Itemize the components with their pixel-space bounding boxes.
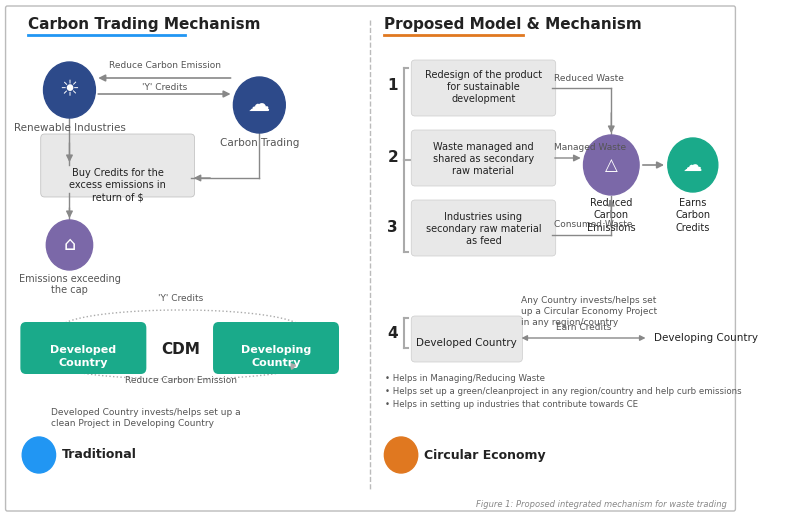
Text: the cap: the cap bbox=[51, 285, 88, 295]
Text: Developing
Country: Developing Country bbox=[241, 345, 311, 368]
Text: ⌂: ⌂ bbox=[63, 236, 76, 254]
Text: as feed: as feed bbox=[466, 236, 502, 246]
Text: 2: 2 bbox=[387, 150, 398, 165]
Text: Emissions exceeding: Emissions exceeding bbox=[18, 274, 121, 284]
Text: Carbon Trading Mechanism: Carbon Trading Mechanism bbox=[28, 17, 260, 32]
Text: 'Y' Credits: 'Y' Credits bbox=[142, 83, 187, 92]
Text: ☀: ☀ bbox=[59, 80, 79, 100]
Text: Reduce Carbon Emission: Reduce Carbon Emission bbox=[125, 376, 237, 385]
Text: return of $: return of $ bbox=[92, 192, 143, 202]
FancyBboxPatch shape bbox=[20, 322, 146, 374]
FancyBboxPatch shape bbox=[213, 322, 339, 374]
Circle shape bbox=[46, 220, 93, 270]
Text: Industries using: Industries using bbox=[445, 212, 522, 222]
FancyBboxPatch shape bbox=[411, 60, 556, 116]
Text: Figure 1: Proposed integrated mechanism for waste trading: Figure 1: Proposed integrated mechanism … bbox=[476, 500, 727, 509]
Text: Earns
Carbon
Credits: Earns Carbon Credits bbox=[675, 198, 710, 233]
FancyBboxPatch shape bbox=[411, 316, 522, 362]
FancyBboxPatch shape bbox=[6, 6, 735, 511]
Circle shape bbox=[384, 437, 418, 473]
Circle shape bbox=[22, 437, 55, 473]
Text: Redesign of the product: Redesign of the product bbox=[425, 70, 542, 80]
Text: CDM: CDM bbox=[161, 342, 200, 357]
Text: excess emissions in: excess emissions in bbox=[69, 180, 166, 190]
Text: in any region/country: in any region/country bbox=[521, 318, 618, 327]
Text: Developing Country: Developing Country bbox=[654, 333, 758, 343]
Text: Developed
Country: Developed Country bbox=[50, 345, 117, 368]
Text: Circular Economy: Circular Economy bbox=[424, 449, 546, 462]
Text: Consumed Waste: Consumed Waste bbox=[554, 220, 632, 229]
Text: Earn Credits: Earn Credits bbox=[556, 323, 611, 332]
Text: 4: 4 bbox=[387, 326, 398, 341]
Text: △: △ bbox=[605, 156, 618, 174]
Text: • Helps set up a green/cleanproject in any region/country and help curb emission: • Helps set up a green/cleanproject in a… bbox=[386, 387, 742, 396]
Text: secondary raw material: secondary raw material bbox=[426, 224, 542, 234]
Text: Any Country invests/helps set: Any Country invests/helps set bbox=[521, 296, 656, 305]
Circle shape bbox=[668, 138, 718, 192]
Text: 1: 1 bbox=[387, 78, 398, 93]
Text: Reduced Waste: Reduced Waste bbox=[554, 74, 624, 83]
Circle shape bbox=[43, 62, 95, 118]
Text: Waste managed and: Waste managed and bbox=[433, 142, 534, 152]
Circle shape bbox=[234, 77, 286, 133]
Text: Reduced
Carbon
Emissions: Reduced Carbon Emissions bbox=[587, 198, 636, 233]
Text: Proposed Model & Mechanism: Proposed Model & Mechanism bbox=[384, 17, 642, 32]
Circle shape bbox=[583, 135, 639, 195]
Text: ☁: ☁ bbox=[248, 95, 270, 115]
Text: Traditional: Traditional bbox=[62, 449, 137, 462]
Text: Developed Country: Developed Country bbox=[417, 338, 517, 348]
Text: ☁: ☁ bbox=[683, 156, 702, 175]
Text: Buy Credits for the: Buy Credits for the bbox=[72, 168, 163, 178]
Text: Renewable Industries: Renewable Industries bbox=[14, 123, 126, 133]
Text: • Helps in setting up industries that contribute towards CE: • Helps in setting up industries that co… bbox=[386, 400, 638, 409]
FancyBboxPatch shape bbox=[41, 134, 194, 197]
Text: raw material: raw material bbox=[453, 166, 514, 176]
Text: Managed Waste: Managed Waste bbox=[554, 143, 626, 152]
FancyBboxPatch shape bbox=[411, 130, 556, 186]
Text: Carbon Trading: Carbon Trading bbox=[220, 138, 299, 148]
Text: • Helps in Managing/Reducing Waste: • Helps in Managing/Reducing Waste bbox=[386, 374, 546, 383]
Text: 3: 3 bbox=[387, 220, 398, 236]
Text: shared as secondary: shared as secondary bbox=[433, 154, 534, 164]
Text: 'Y' Credits: 'Y' Credits bbox=[158, 294, 203, 303]
FancyBboxPatch shape bbox=[411, 200, 556, 256]
Text: development: development bbox=[451, 94, 516, 104]
Text: Developed Country invests/helps set up a: Developed Country invests/helps set up a bbox=[51, 408, 241, 417]
Text: Reduce Carbon Emission: Reduce Carbon Emission bbox=[109, 61, 221, 70]
Text: clean Project in Developing Country: clean Project in Developing Country bbox=[51, 419, 214, 428]
Text: up a Circular Economy Project: up a Circular Economy Project bbox=[521, 307, 657, 316]
Text: for sustainable: for sustainable bbox=[447, 82, 520, 92]
